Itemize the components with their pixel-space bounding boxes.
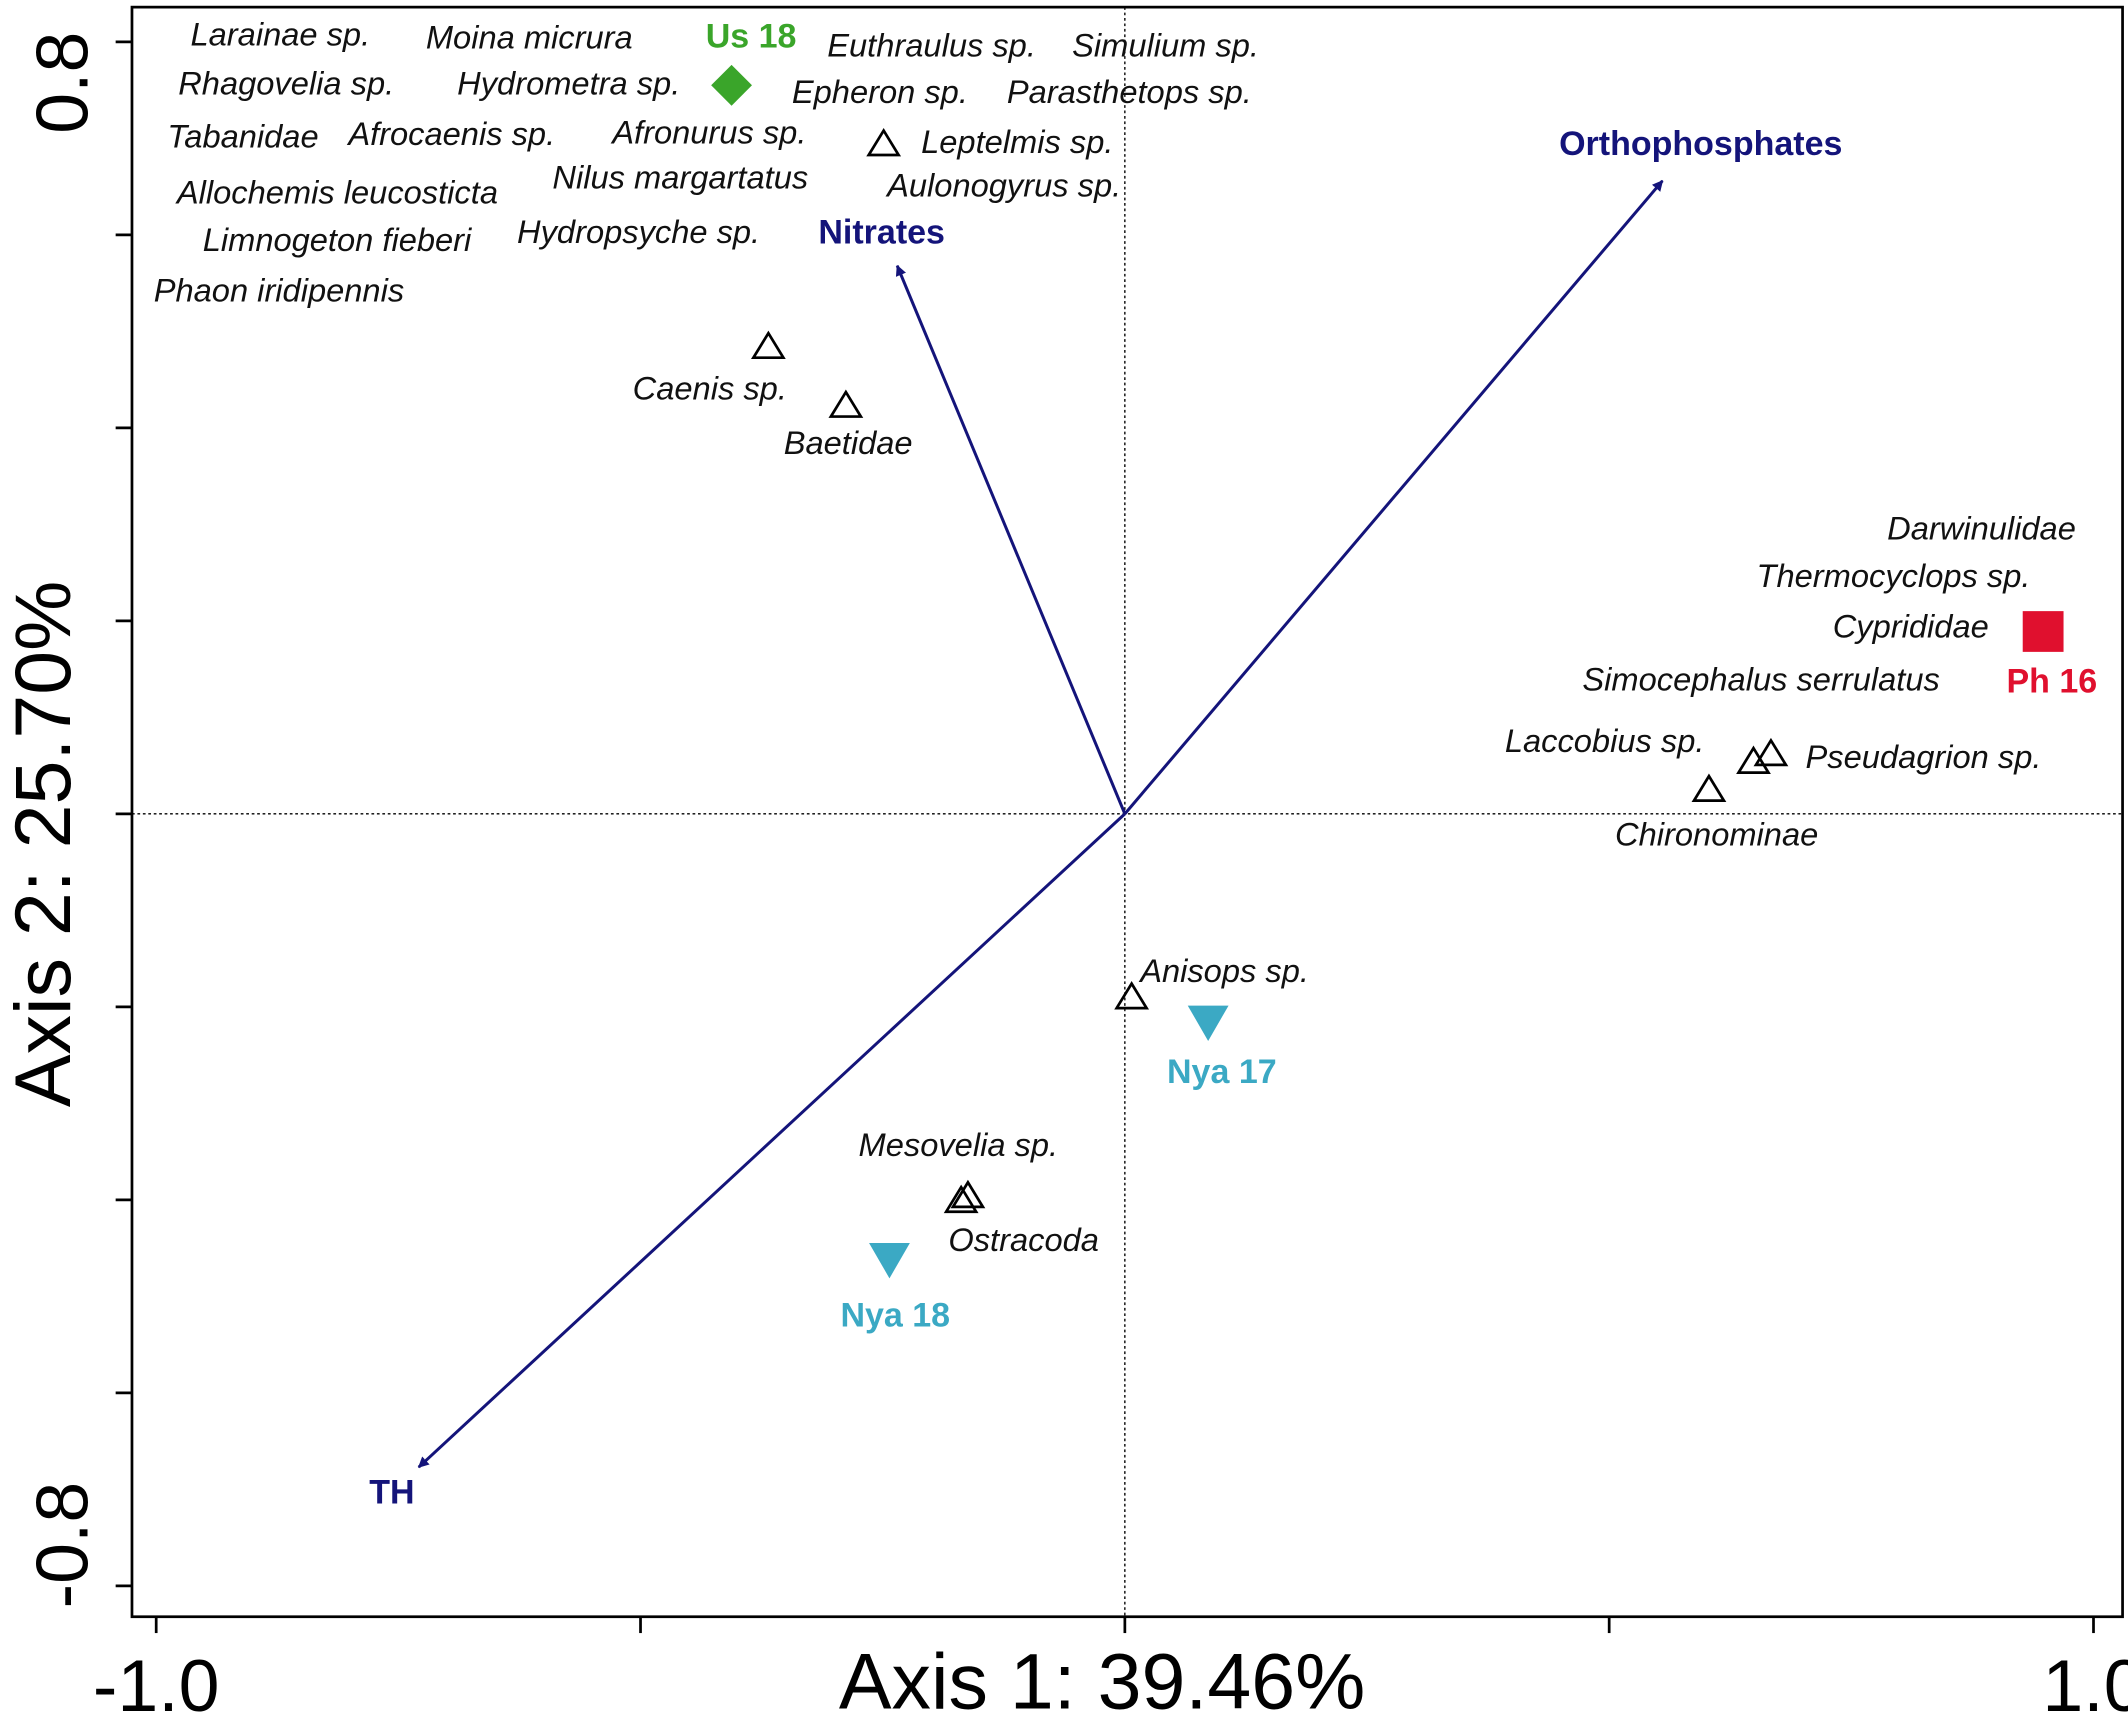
species-label: Ostracoda [948,1221,1099,1258]
site-label: Nya 17 [1167,1053,1277,1091]
species-point [750,330,786,360]
species-label: Tabanidae [167,118,318,155]
species-label: Simulium sp. [1072,27,1259,64]
species-label: Epheron sp. [792,73,968,110]
species-label: Laccobius sp. [1505,722,1705,759]
site-marker [1187,1005,1229,1041]
y-axis-title: Axis 2: 25.70% [0,581,87,1107]
env-arrow [895,264,1127,815]
arrow-label: Orthophosphates [1559,125,1842,163]
species-point [1736,745,1771,775]
site-label: Nya 18 [840,1296,950,1334]
species-label: Euthraulus sp. [827,27,1036,64]
species-label: Phaon iridipennis [154,271,404,308]
species-label: Cyprididae [1833,608,1989,645]
env-arrow [417,812,1126,1469]
species-point [866,127,902,157]
species-label: Rhagovelia sp. [178,65,394,102]
species-label: Limnogeton fieberi [203,221,472,258]
species-label: Afronurus sp. [610,114,806,151]
species-label: Anisops sp. [1138,952,1309,989]
species-label: Hydropsyche sp. [517,213,760,250]
species-label: Darwinulidae [1887,510,2076,547]
species-label: Afrocaenis sp. [346,115,555,152]
species-label: Larainae sp. [190,16,370,53]
species-label: Chironominae [1615,816,1818,853]
species-label: Leptelmis sp. [921,123,1113,160]
site-marker [869,1242,910,1279]
species-point [828,389,864,418]
site-label: Ph 16 [2006,662,2097,700]
species-point [1753,737,1789,767]
species-label: Aulonogyrus sp. [885,167,1121,204]
plot-frame [130,5,2124,1619]
site-marker [711,64,752,106]
species-label: Moina micrura [426,18,633,55]
species-point [1691,773,1727,802]
arrow-label: Nitrates [818,213,945,251]
species-label: Pseudagrion sp. [1806,738,2042,775]
x-tick-label: 1.0 [2042,1644,2128,1727]
y-tick-label: 0.8 [20,32,103,134]
species-label: Mesovelia sp. [859,1126,1059,1163]
species-label: Hydrometra sp. [457,65,680,102]
species-point [943,1184,979,1214]
arrow-label: TH [369,1473,414,1511]
species-label: Parasthetops sp. [1007,73,1252,110]
env-arrow [1123,179,1664,815]
x-tick-label: -1.0 [93,1644,220,1727]
species-label: Baetidae [784,424,913,461]
species-label: Thermocyclops sp. [1757,557,2031,594]
species-point [950,1179,986,1209]
site-label: Us 18 [706,17,797,55]
site-marker [2022,611,2064,652]
x-axis-title: Axis 1: 39.46% [839,1637,1365,1725]
species-label: Nilus margartatus [552,159,808,196]
species-label: Caenis sp. [633,369,787,406]
species-label: Allochemis leucosticta [175,174,498,211]
y-tick-label: -0.8 [20,1482,103,1609]
species-point [1114,980,1150,1010]
species-label: Simocephalus serrulatus [1582,661,1939,698]
